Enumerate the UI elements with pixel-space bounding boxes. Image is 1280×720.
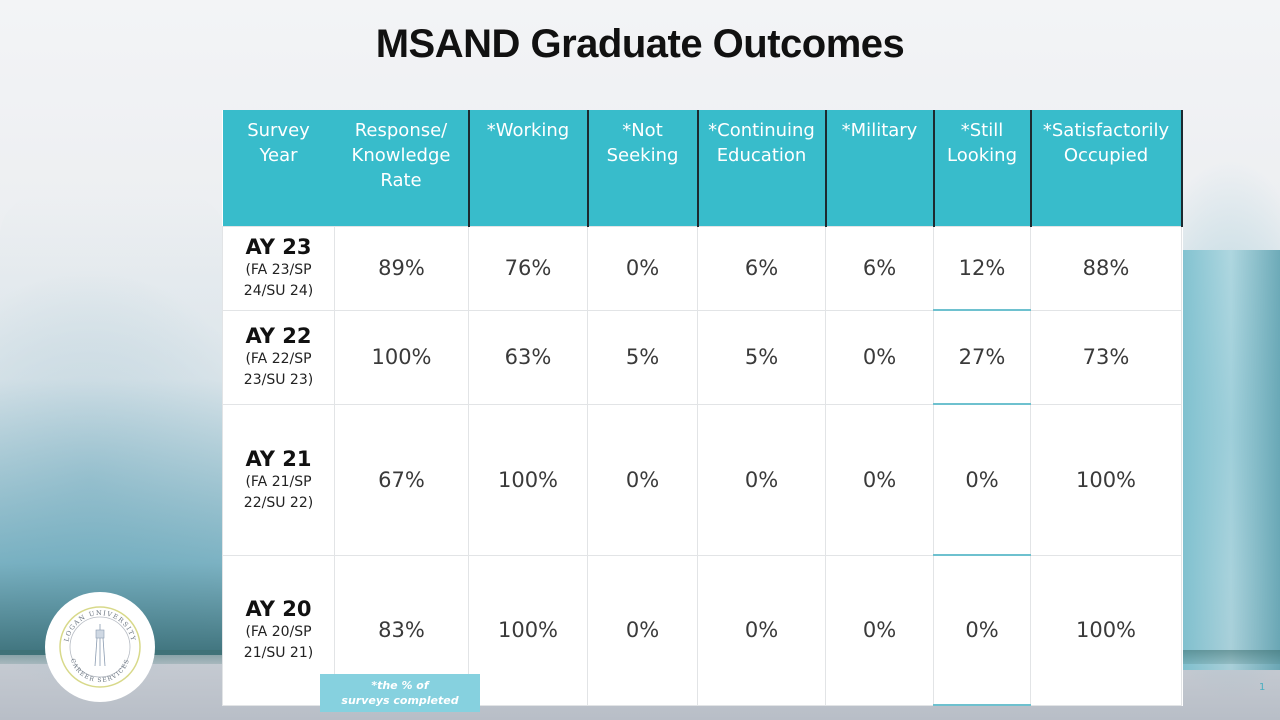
table-header-row: Survey Year Response/ Knowledge Rate *Wo…	[222, 110, 1183, 227]
satisfactorily-occupied-cell: 100%	[1030, 554, 1182, 706]
slide-number: 1	[1259, 682, 1266, 693]
survey-year-cell: AY 22 (FA 22/SP 23/SU 23)	[222, 309, 335, 405]
footnote-line-1: *the % of	[371, 679, 429, 692]
career-services-logo: LOGAN UNIVERSITY CAREER SERVICES	[45, 592, 155, 702]
not-seeking-cell: 0%	[587, 554, 698, 706]
working-cell: 100%	[468, 554, 588, 706]
continuing-education-cell: 6%	[697, 226, 826, 311]
working-cell: 76%	[468, 226, 588, 311]
year-label: AY 20	[245, 597, 312, 621]
still-looking-cell: 27%	[933, 309, 1031, 405]
survey-year-cell: AY 23 (FA 23/SP 24/SU 24)	[222, 226, 335, 311]
year-label: AY 21	[245, 446, 312, 471]
response-rate-cell: 67%	[334, 403, 469, 556]
still-looking-cell: 0%	[933, 554, 1031, 706]
background-flask	[0, 195, 225, 655]
still-looking-cell: 12%	[933, 226, 1031, 311]
background-beaker	[1182, 250, 1280, 670]
university-seal-icon: LOGAN UNIVERSITY CAREER SERVICES	[59, 606, 141, 688]
table-row: AY 22 (FA 22/SP 23/SU 23) 100% 63% 5% 5%…	[222, 309, 1182, 405]
continuing-education-cell: 5%	[697, 309, 826, 405]
year-label: AY 23	[245, 235, 312, 260]
header-satisfactorily-occupied: *Satisfactorily Occupied	[1030, 110, 1183, 227]
header-response-rate: Response/ Knowledge Rate	[334, 110, 470, 227]
header-working: *Working	[468, 110, 589, 227]
continuing-education-cell: 0%	[697, 554, 826, 706]
survey-year-cell: AY 21 (FA 21/SP 22/SU 22)	[222, 403, 335, 556]
satisfactorily-occupied-cell: 73%	[1030, 309, 1182, 405]
continuing-education-cell: 0%	[697, 403, 826, 556]
outcomes-table: Survey Year Response/ Knowledge Rate *Wo…	[222, 110, 1183, 706]
header-continuing-education: *Continuing Education	[697, 110, 827, 227]
survey-year-cell: AY 20 (FA 20/SP 21/SU 21)	[222, 554, 335, 706]
table-row: AY 23 (FA 23/SP 24/SU 24) 89% 76% 0% 6% …	[222, 226, 1182, 311]
not-seeking-cell: 5%	[587, 309, 698, 405]
not-seeking-cell: 0%	[587, 226, 698, 311]
table-row: AY 21 (FA 21/SP 22/SU 22) 67% 100% 0% 0%…	[222, 403, 1182, 556]
header-survey-year: Survey Year	[222, 110, 335, 227]
response-rate-cell: 100%	[334, 309, 469, 405]
year-terms: (FA 22/SP 23/SU 23)	[243, 351, 314, 388]
header-still-looking: *Still Looking	[933, 110, 1032, 227]
slide-title: MSAND Graduate Outcomes	[375, 22, 905, 66]
table-row: AY 20 (FA 20/SP 21/SU 21) 83% 100% 0% 0%…	[222, 554, 1182, 706]
working-cell: 100%	[468, 403, 588, 556]
footnote-box: *the % of surveys completed	[320, 674, 480, 712]
satisfactorily-occupied-cell: 88%	[1030, 226, 1182, 311]
response-rate-cell: 89%	[334, 226, 469, 311]
year-terms: (FA 23/SP 24/SU 24)	[243, 262, 314, 300]
military-cell: 6%	[825, 226, 934, 311]
year-terms: (FA 20/SP 21/SU 21)	[243, 624, 314, 661]
military-cell: 0%	[825, 309, 934, 405]
working-cell: 63%	[468, 309, 588, 405]
header-military: *Military	[825, 110, 935, 227]
header-not-seeking: *Not Seeking	[587, 110, 699, 227]
not-seeking-cell: 0%	[587, 403, 698, 556]
year-terms: (FA 21/SP 22/SU 22)	[243, 473, 314, 511]
still-looking-cell: 0%	[933, 403, 1031, 556]
year-label: AY 22	[245, 324, 312, 348]
military-cell: 0%	[825, 554, 934, 706]
satisfactorily-occupied-cell: 100%	[1030, 403, 1182, 556]
military-cell: 0%	[825, 403, 934, 556]
footnote-line-2: surveys completed	[341, 694, 459, 707]
